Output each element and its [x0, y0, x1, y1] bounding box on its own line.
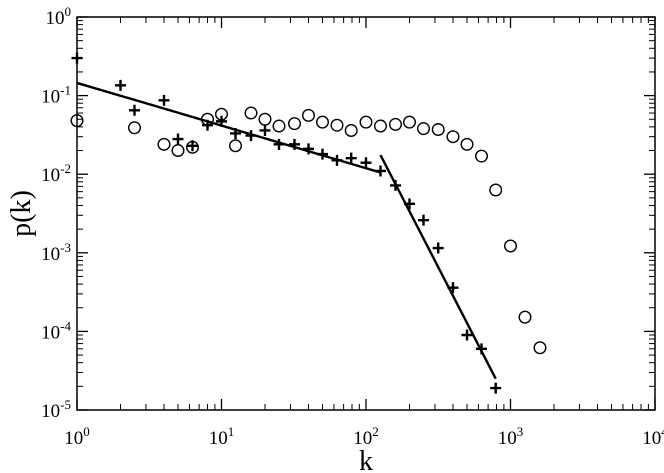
plus-marker [476, 343, 488, 355]
circle-marker [287, 117, 301, 131]
fit-line [379, 154, 497, 380]
plus-marker [273, 138, 285, 150]
plot-area [70, 16, 656, 411]
x-tick-label: 100 [64, 424, 90, 449]
circle-marker [244, 106, 258, 120]
circle-marker [518, 310, 532, 324]
plus-marker [461, 329, 473, 341]
circle-marker [475, 149, 489, 163]
fit-line [76, 81, 381, 174]
plus-marker [375, 165, 387, 177]
plus-marker [230, 127, 242, 139]
plus-marker [216, 115, 227, 127]
circle-marker [157, 137, 171, 151]
plus-marker [345, 152, 357, 164]
plus-marker [288, 138, 300, 150]
circle-marker [171, 144, 185, 158]
plus-marker [360, 157, 372, 169]
circle-marker [128, 121, 142, 135]
circle-marker [344, 123, 358, 137]
x-tick-label: 102 [353, 424, 379, 449]
x-axis-label: k [359, 446, 373, 473]
circle-marker [330, 118, 344, 132]
y-tick-label: 10-5 [41, 397, 71, 422]
x-tick-label: 101 [209, 424, 235, 449]
y-tick-label: 100 [46, 4, 72, 29]
series-plus-markers [71, 52, 502, 394]
plus-marker [490, 382, 502, 394]
x-tick-labels: 100 101 102 103 104 [64, 424, 664, 449]
circle-marker [489, 183, 503, 197]
circle-marker [214, 107, 228, 121]
plus-marker [129, 104, 141, 116]
y-tick-label: 10-3 [41, 240, 71, 265]
y-tick-label: 10-1 [41, 83, 71, 108]
plus-marker [172, 133, 184, 145]
circle-marker [200, 112, 214, 126]
circle-marker [70, 114, 84, 128]
circle-marker [533, 341, 547, 355]
plus-marker [403, 198, 415, 210]
plus-marker [245, 130, 257, 142]
circle-marker [301, 108, 315, 122]
plus-marker [158, 94, 170, 106]
plot-frame [76, 16, 656, 411]
circle-marker [504, 239, 518, 253]
circle-marker [316, 115, 330, 129]
circle-marker [431, 123, 445, 137]
circle-marker [460, 137, 474, 151]
circle-marker [272, 119, 286, 133]
y-tick-label: 10-2 [41, 161, 71, 186]
x-tick-label: 104 [642, 424, 664, 449]
y-tick-label: 10-4 [41, 318, 71, 343]
x-tick-label: 103 [498, 424, 524, 449]
circle-marker [229, 139, 243, 153]
plus-marker [302, 143, 314, 155]
plus-marker [114, 79, 126, 91]
circle-marker [359, 115, 373, 129]
axis-ticks [76, 16, 656, 411]
circle-marker [417, 122, 431, 136]
circle-marker [402, 115, 416, 129]
plus-marker [432, 242, 444, 254]
plus-marker [389, 179, 401, 191]
plus-marker [71, 52, 83, 64]
circle-marker [374, 119, 388, 133]
series-circle-markers [70, 106, 547, 355]
plus-marker [259, 124, 271, 136]
circle-marker [388, 117, 402, 131]
plus-marker [317, 148, 329, 160]
circle-marker [258, 112, 272, 126]
plus-marker [418, 214, 430, 226]
plus-marker [331, 154, 343, 166]
y-tick-labels: 100 10-1 10-2 10-3 10-4 10-5 [41, 4, 71, 422]
fit-lines [76, 81, 497, 380]
plus-marker [447, 282, 459, 294]
circle-marker [446, 130, 460, 144]
y-axis-label: p(k) [6, 190, 37, 237]
circle-marker [186, 140, 200, 154]
